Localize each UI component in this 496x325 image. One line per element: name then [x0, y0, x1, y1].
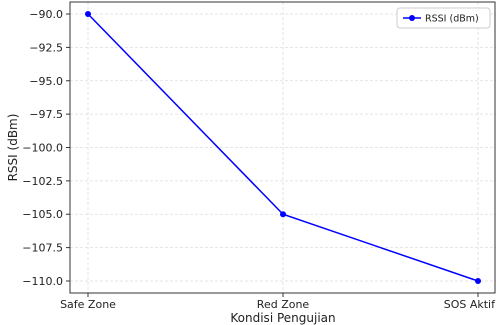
- x-axis-ticks: Safe Zone Red Zone SOS Aktif: [60, 293, 496, 311]
- y-tick-label: −110.0: [22, 275, 63, 288]
- x-tick-label: Safe Zone: [60, 298, 116, 311]
- data-point: [475, 277, 481, 284]
- y-axis-ticks: −90.0 −92.5 −95.0 −97.5 −100.0 −102.5 −105.0 −1…: [22, 8, 70, 288]
- y-axis-label: RSSI (dBm): [6, 114, 20, 182]
- legend-entry-rssi: RSSI (dBm): [425, 14, 479, 25]
- series-layer: [85, 11, 481, 284]
- y-tick-label: −97.5: [29, 108, 63, 121]
- legend-marker-swatch: [409, 15, 415, 21]
- y-tick-label: −107.5: [22, 242, 63, 255]
- x-tick-label: Red Zone: [257, 298, 310, 311]
- y-tick-label: −95.0: [29, 75, 63, 88]
- legend: RSSI (dBm): [396, 7, 491, 29]
- x-tick-label: SOS Aktif: [444, 298, 496, 311]
- data-point: [85, 11, 91, 18]
- y-tick-label: −92.5: [29, 41, 63, 54]
- gridlines: [70, 2, 496, 293]
- y-tick-label: −102.5: [22, 175, 63, 188]
- y-tick-label: −100.0: [22, 142, 63, 155]
- data-point: [280, 211, 286, 218]
- x-axis-label: Kondisi Pengujian: [230, 311, 335, 325]
- y-tick-label: −105.0: [22, 208, 63, 221]
- y-tick-label: −90.0: [29, 8, 63, 21]
- legend-box: [396, 7, 491, 29]
